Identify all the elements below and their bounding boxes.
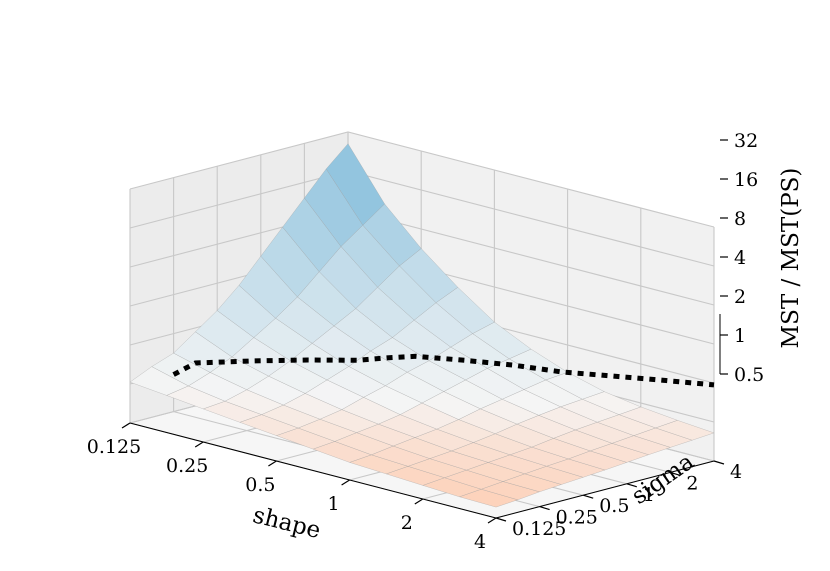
- y-tick: [495, 517, 507, 522]
- z-axis-label: MST / MST(PS): [778, 168, 804, 349]
- z-tick-label: 1: [734, 325, 746, 347]
- y-tick: [583, 494, 594, 499]
- x-tick: [414, 498, 424, 505]
- x-tick: [194, 441, 204, 448]
- z-tick-label: 16: [734, 169, 758, 191]
- x-tick: [121, 422, 131, 429]
- x-axis-line: [129, 422, 497, 519]
- y-tick: [539, 506, 550, 511]
- x-tick: [487, 517, 497, 524]
- z-tick-label: 0.5: [734, 364, 764, 386]
- x-tick: [341, 479, 350, 486]
- x-tick-label: 1: [328, 493, 340, 515]
- frontier-line: [172, 353, 715, 388]
- y-tick-label: 0.25: [556, 507, 598, 529]
- axes: [121, 139, 728, 524]
- x-tick-label: 2: [401, 512, 413, 534]
- y-tick-label: 0.5: [599, 495, 629, 517]
- x-tick-label: 4: [474, 531, 486, 553]
- y-tick: [626, 483, 637, 488]
- y-tick-label: 4: [730, 461, 742, 483]
- z-tick-label: 4: [734, 247, 746, 269]
- x-axis-label: shape: [250, 502, 323, 544]
- z-tick-label: 32: [734, 130, 758, 152]
- z-tick-label: 2: [734, 286, 746, 308]
- z-tick-label: 8: [734, 208, 746, 230]
- surface-mesh: [129, 143, 715, 508]
- y-tick: [713, 460, 725, 465]
- x-tick: [268, 460, 277, 467]
- x-tick-label: 0.5: [245, 474, 275, 496]
- y-tick: [670, 471, 681, 476]
- y-tick-label: 2: [686, 472, 698, 494]
- surface-patch: [325, 143, 385, 226]
- y-axis-line: [495, 460, 715, 519]
- grid-line: [129, 131, 715, 228]
- tick-labels: 0.1250.250.51240.1250.250.51240.51248163…: [87, 130, 764, 553]
- x-tick-label: 0.25: [166, 455, 208, 477]
- frontier-dotted-line: [172, 353, 715, 388]
- x-tick-label: 0.125: [87, 436, 141, 458]
- y-tick-label: 1: [643, 484, 655, 506]
- y-tick-label: 0.125: [512, 518, 566, 540]
